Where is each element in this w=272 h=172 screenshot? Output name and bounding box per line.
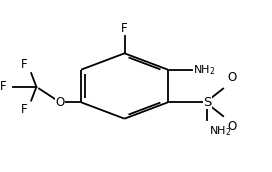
Text: NH$_2$: NH$_2$: [209, 124, 231, 138]
Text: F: F: [0, 80, 6, 93]
Text: NH$_2$: NH$_2$: [193, 63, 215, 77]
Text: O: O: [55, 96, 65, 109]
Text: S: S: [203, 96, 212, 109]
Text: F: F: [21, 57, 27, 71]
Text: O: O: [227, 120, 236, 133]
Text: F: F: [121, 22, 128, 35]
Text: O: O: [227, 71, 236, 84]
Text: F: F: [21, 103, 27, 116]
